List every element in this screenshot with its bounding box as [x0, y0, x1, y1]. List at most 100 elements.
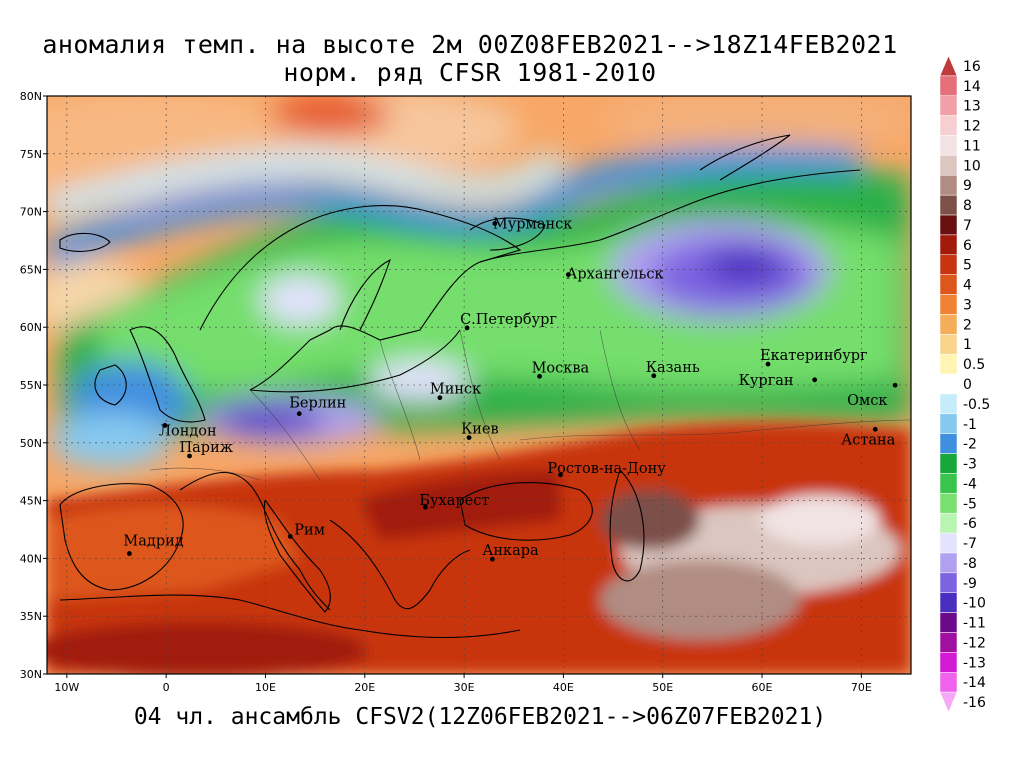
city-marker	[466, 435, 472, 440]
legend-label: 0	[963, 377, 972, 393]
legend-swatch	[939, 632, 958, 653]
legend-label: -10	[963, 596, 986, 612]
lat-tick-label: 30N	[20, 668, 42, 681]
legend-label: -9	[963, 576, 977, 592]
legend-swatch	[939, 234, 958, 256]
coastline-lines	[59, 134, 861, 639]
legend-swatch	[939, 155, 958, 176]
lat-tick-label: 50N	[20, 437, 42, 450]
lon-tick-label: 50E	[652, 681, 673, 694]
legend-label: -2	[963, 437, 977, 453]
city-label: Мадрид	[123, 534, 183, 550]
legend-swatch	[939, 393, 958, 415]
city-label: Ростов-на-Дону	[547, 461, 666, 477]
city-label: Минск	[430, 382, 481, 398]
legend-swatch	[939, 175, 958, 196]
lat-tick-label: 65N	[20, 263, 42, 276]
lon-axis: 10W 0 10E 20E 30E 40E 50E 60E 70E	[54, 674, 872, 694]
city-marker	[127, 551, 132, 556]
legend-label: 9	[963, 178, 972, 194]
legend-swatch	[939, 115, 958, 136]
legend-label: -4	[963, 476, 977, 492]
legend-label: 16	[963, 59, 981, 75]
city-marker	[892, 382, 898, 388]
legend-swatch	[939, 75, 958, 97]
legend-label: 11	[963, 138, 981, 154]
city-marker	[287, 534, 293, 539]
city-marker	[812, 377, 818, 383]
legend-swatch	[939, 671, 958, 693]
legend-swatch	[939, 214, 958, 236]
city-marker	[492, 221, 498, 226]
legend-swatch	[939, 532, 958, 554]
city-marker	[558, 472, 563, 478]
legend-label: 12	[963, 119, 981, 135]
lat-tick-label: 40N	[20, 552, 42, 565]
city-label: Курган	[739, 373, 794, 389]
legend-label: 5	[963, 258, 972, 274]
legend-label: 1	[963, 337, 972, 353]
legend-swatch	[939, 353, 958, 375]
city-label: Бухарест	[419, 493, 489, 509]
legend-swatch	[939, 552, 958, 574]
city-label: Омск	[847, 393, 887, 409]
legend-label: -3	[963, 457, 977, 473]
city-marker	[872, 426, 878, 432]
lon-tick-label: 60E	[752, 681, 773, 694]
city-marker	[187, 453, 192, 459]
lon-tick-label: 10E	[255, 681, 276, 694]
legend-label: -5	[963, 496, 977, 512]
lat-tick-label: 35N	[20, 610, 42, 623]
city-label: Архангельск	[566, 267, 663, 283]
legend-swatch	[939, 95, 958, 116]
legend-label: -16	[963, 695, 986, 711]
lon-tick-label: 20E	[354, 681, 375, 694]
legend-label: 3	[963, 297, 972, 313]
border-lines	[149, 329, 911, 481]
legend-label: -7	[963, 536, 977, 552]
legend-swatch	[939, 194, 958, 216]
city-label: Париж	[180, 440, 234, 456]
lat-tick-label: 80N	[20, 90, 42, 103]
city-marker	[490, 556, 495, 562]
city-marker	[464, 325, 470, 331]
lat-tick-label: 75N	[20, 148, 42, 161]
city-label: Анкара	[482, 543, 539, 559]
lon-tick-label: 10W	[54, 681, 79, 694]
lon-tick-label: 30E	[454, 681, 475, 694]
legend-label: 7	[963, 218, 972, 234]
city-marker	[422, 504, 428, 510]
city-label: Москва	[532, 360, 590, 376]
city-label: Казань	[646, 360, 700, 376]
legend-swatch	[939, 254, 958, 275]
legend-swatch	[939, 473, 958, 494]
legend-swatch	[939, 493, 958, 514]
legend-label: 6	[963, 238, 972, 254]
lat-axis: 80N 75N 70N 65N 60N 55N 50N 45N 40N 35N 30N	[20, 90, 47, 681]
map-title-line2: норм. ряд CFSR 1981-2010	[283, 58, 657, 87]
city-label: Мурманск	[493, 217, 572, 233]
city-label: Берлин	[289, 396, 346, 412]
legend-label: -12	[963, 635, 986, 651]
city-labels: Мурманск Архангельск С.Петербург Москва Каза…	[123, 217, 898, 562]
lat-tick-label: 45N	[20, 495, 42, 508]
city-label: Екатеринбург	[760, 348, 868, 364]
legend-label: -11	[963, 616, 986, 632]
legend-swatch	[939, 652, 958, 673]
city-marker	[162, 423, 168, 428]
legend-label: -6	[963, 516, 977, 532]
legend-swatch	[939, 572, 958, 593]
legend-swatch	[939, 294, 958, 315]
legend-swatch	[939, 592, 958, 613]
lat-tick-label: 70N	[20, 206, 42, 219]
city-marker	[537, 373, 542, 379]
legend-swatch	[939, 314, 958, 335]
lat-tick-label: 60N	[20, 321, 42, 334]
city-label: Киев	[461, 422, 499, 438]
city-label: С.Петербург	[460, 312, 557, 328]
city-marker	[651, 373, 657, 379]
city-marker	[565, 272, 571, 278]
lon-tick-label: 40E	[553, 681, 574, 694]
legend-label: 14	[963, 79, 981, 95]
